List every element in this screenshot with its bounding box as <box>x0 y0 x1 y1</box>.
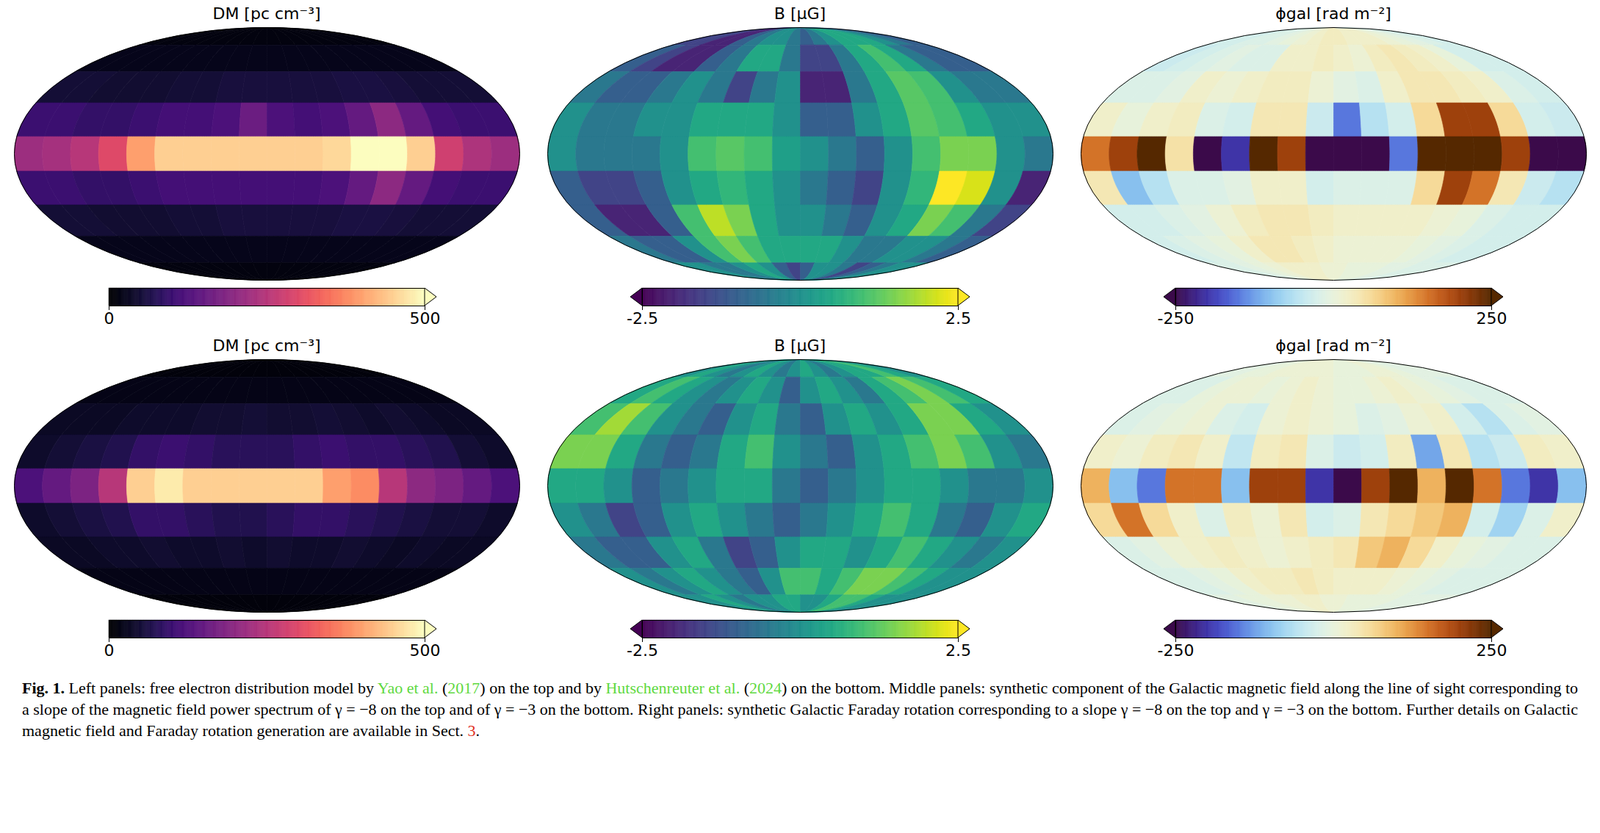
svg-text:2.5: 2.5 <box>945 309 972 328</box>
svg-text:-250: -250 <box>1157 641 1195 660</box>
html-text:DM [pc cm⁻³]: DM [pc cm⁻³] <box>212 336 321 355</box>
html-text:Fig. 1. Left panels: free elec: Fig. 1. Left panels: free electron distr… <box>22 678 1578 740</box>
svg-text:500: 500 <box>409 641 441 660</box>
html-text:ϕgal [rad m⁻²]: ϕgal [rad m⁻²] <box>1275 336 1392 355</box>
svg-text:250: 250 <box>1476 309 1508 328</box>
html-text:B [μG]: B [μG] <box>774 4 826 23</box>
svg-text:250: 250 <box>1476 641 1508 660</box>
svg-text:2.5: 2.5 <box>945 641 972 660</box>
svg-text:0: 0 <box>104 641 115 660</box>
svg-text:-2.5: -2.5 <box>626 641 659 660</box>
svg-text:0: 0 <box>104 309 115 328</box>
html-text:ϕgal [rad m⁻²]: ϕgal [rad m⁻²] <box>1275 4 1392 23</box>
svg-text:-2.5: -2.5 <box>626 309 659 328</box>
svg-text:-250: -250 <box>1157 309 1195 328</box>
svg-text:500: 500 <box>409 309 441 328</box>
html-text:B [μG]: B [μG] <box>774 336 826 355</box>
html-text:DM [pc cm⁻³]: DM [pc cm⁻³] <box>212 4 321 23</box>
